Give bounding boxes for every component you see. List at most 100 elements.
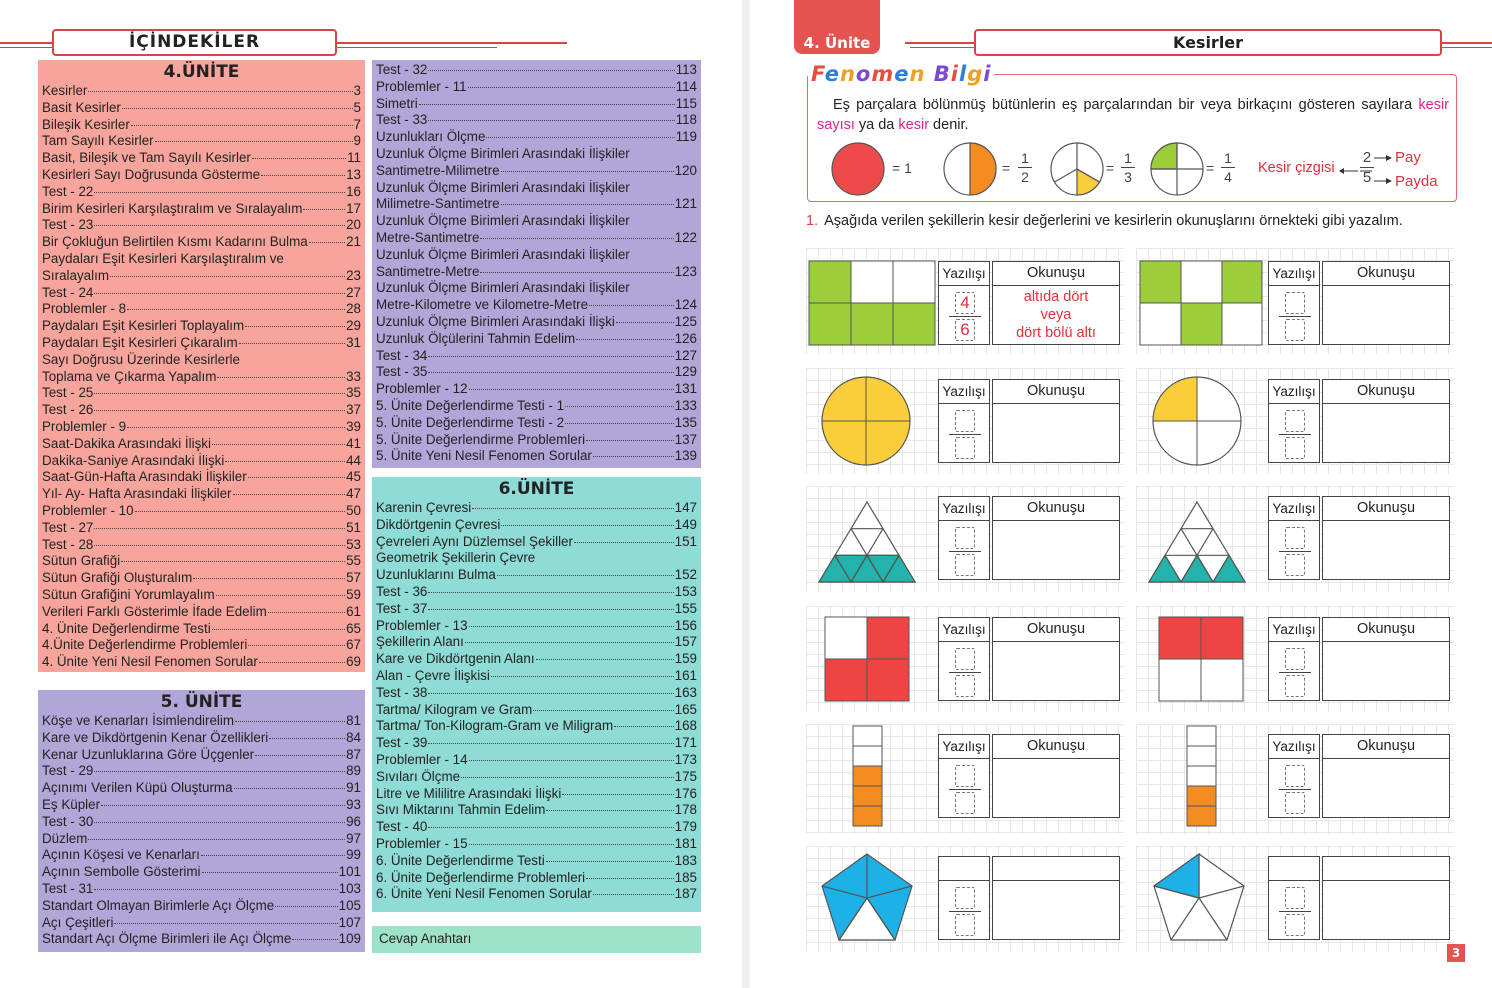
toc-entry-title: Test - 32 — [376, 62, 428, 77]
dot-leader — [121, 561, 346, 563]
dot-leader — [428, 608, 674, 610]
numerator-slot[interactable]: 4 — [955, 292, 975, 314]
dot-leader — [472, 508, 674, 509]
fraction-answer-box[interactable] — [1268, 856, 1320, 940]
toc-entry-title: Standart Olmayan Birimlerle Açı Ölçme — [42, 897, 275, 913]
toc-entry-page: 157 — [674, 634, 697, 650]
toc-entry: Toplama ve Çıkarma Yapalım 33 — [42, 369, 361, 386]
dot-leader — [261, 174, 346, 176]
toc-entry: Test - 24 27 — [42, 285, 361, 302]
toc-entry: Santimetre-Metre 123 — [376, 264, 697, 281]
fraction-answer-box[interactable] — [938, 856, 990, 940]
header-rule — [905, 42, 975, 44]
fraction-answer-box[interactable]: Yazılışı — [938, 734, 990, 818]
numerator-slot[interactable] — [1285, 887, 1305, 909]
toc-entry-page: 179 — [674, 819, 697, 835]
numerator-slot[interactable] — [1285, 527, 1305, 549]
reading-answer-box[interactable]: Okunuşu — [1322, 379, 1450, 463]
unit-tab: 4. Ünite — [794, 0, 880, 54]
toc-entry-title: Test - 37 — [376, 600, 428, 616]
denominator-slot[interactable] — [955, 675, 975, 697]
numerator-slot[interactable] — [1285, 648, 1305, 670]
fraction-answer-box[interactable]: Yazılışı — [1268, 379, 1320, 463]
toc-entry-page: 147 — [674, 500, 697, 515]
denominator-slot[interactable] — [955, 554, 975, 576]
reading-answer-box[interactable]: Okunuşu — [992, 617, 1120, 701]
denominator-slot[interactable] — [1285, 675, 1305, 697]
toc-entry-title: Bileşik Kesirler — [42, 116, 130, 132]
numerator-slot[interactable] — [1285, 410, 1305, 432]
numerator-slot[interactable] — [955, 887, 975, 909]
fraction-answer-box[interactable]: Yazılışı 4 6 — [938, 261, 990, 345]
denominator-slot[interactable]: 6 — [955, 319, 975, 341]
toc-entry-page: 185 — [674, 869, 697, 885]
toc-entry: Test - 37 155 — [376, 601, 697, 618]
toc-entry-title: Sıvı Miktarını Tahmin Edelim — [376, 802, 546, 818]
denominator-slot[interactable] — [955, 437, 975, 459]
okunusu-header: Okunuşu — [993, 262, 1119, 286]
fraction-answer-box[interactable]: Yazılışı — [938, 617, 990, 701]
reading-answer-box[interactable] — [992, 856, 1120, 940]
toc-entry-page: 109 — [338, 931, 361, 947]
numerator-slot[interactable] — [955, 410, 975, 432]
fraction-answer-box[interactable]: Yazılışı — [1268, 261, 1320, 345]
toc-entry-page: 155 — [674, 600, 697, 616]
toc-entry-title: Test - 31 — [42, 880, 94, 896]
dot-leader — [308, 242, 346, 244]
numerator-slot[interactable] — [1285, 765, 1305, 787]
toc-entry-title: Test - 25 — [42, 385, 94, 401]
reading-answer-box[interactable]: Okunuşu — [1322, 734, 1450, 818]
toc-entry-title: Birim Kesirleri Karşılaştıralım ve Sıral… — [42, 200, 303, 216]
toc-entry: Paydaları Eşit Kesirleri Karşılaştıralım… — [42, 250, 284, 266]
reading-answer-box[interactable]: Okunuşu — [1322, 261, 1450, 345]
toc-entry-page: 17 — [346, 200, 361, 216]
toc-entry-title: Sütun Grafiğini Yorumlayalım — [42, 586, 215, 602]
reading-answer-box[interactable] — [1322, 856, 1450, 940]
dot-leader — [614, 726, 674, 728]
dot-leader — [232, 494, 346, 496]
denominator-slot[interactable] — [955, 914, 975, 936]
reading-answer-box[interactable]: Okunuşu — [1322, 496, 1450, 580]
denominator-slot[interactable] — [1285, 914, 1305, 936]
numerator-slot[interactable] — [955, 527, 975, 549]
fraction-answer-box[interactable]: Yazılışı — [938, 496, 990, 580]
header-rule — [0, 42, 52, 44]
numerator-slot[interactable] — [955, 765, 975, 787]
toc-entry-title: 6. Ünite Değerlendirme Testi — [376, 852, 545, 868]
numerator-slot[interactable] — [1285, 292, 1305, 314]
toc-entry-title: Test - 27 — [42, 519, 94, 535]
toc-entry: Test - 25 35 — [42, 385, 361, 402]
dot-leader — [468, 759, 674, 761]
numerator-slot[interactable] — [955, 648, 975, 670]
denominator-slot[interactable] — [1285, 554, 1305, 576]
toc-entry-title: Test - 26 — [42, 402, 94, 418]
toc-entry-page: 13 — [346, 166, 361, 182]
reading-answer-box[interactable]: Okunuşu — [992, 379, 1120, 463]
denominator-slot[interactable] — [1285, 437, 1305, 459]
reading-answer-box[interactable]: Okunuşu — [1322, 617, 1450, 701]
toc-entry-page: 178 — [674, 802, 697, 818]
reading-answer-box[interactable]: Okunuşu altıda dört veya dört bölü altı — [992, 261, 1120, 345]
toc-entry: Köşe ve Kenarları İsimlendirelim 81 — [42, 713, 361, 730]
toc-entry-title: Problemler - 11 — [376, 78, 467, 94]
fraction-answer-box[interactable]: Yazılışı — [1268, 734, 1320, 818]
denominator-slot[interactable] — [1285, 792, 1305, 814]
toc-entry: Saat-Dakika Arasındaki İlişki 41 — [42, 436, 361, 453]
fraction-answer-box[interactable]: Yazılışı — [938, 379, 990, 463]
denominator-slot[interactable] — [955, 792, 975, 814]
example-reading-line: veya — [1040, 307, 1072, 323]
reading-answer-box[interactable]: Okunuşu — [992, 734, 1120, 818]
dot-leader — [545, 860, 674, 862]
dot-leader — [615, 321, 674, 323]
circle-shape — [1152, 376, 1242, 466]
denominator-slot[interactable] — [1285, 319, 1305, 341]
toc-entry: Dakika-Saniye Arasındaki İlişki 44 — [42, 453, 361, 470]
fraction-answer-box[interactable]: Yazılışı — [1268, 617, 1320, 701]
fraction-answer-box[interactable]: Yazılışı — [1268, 496, 1320, 580]
reading-answer-box[interactable]: Okunuşu — [992, 496, 1120, 580]
toc-entry-page: 59 — [346, 586, 361, 602]
dot-leader — [94, 771, 346, 773]
quarter-circle — [1150, 142, 1204, 196]
dot-leader — [154, 141, 353, 143]
